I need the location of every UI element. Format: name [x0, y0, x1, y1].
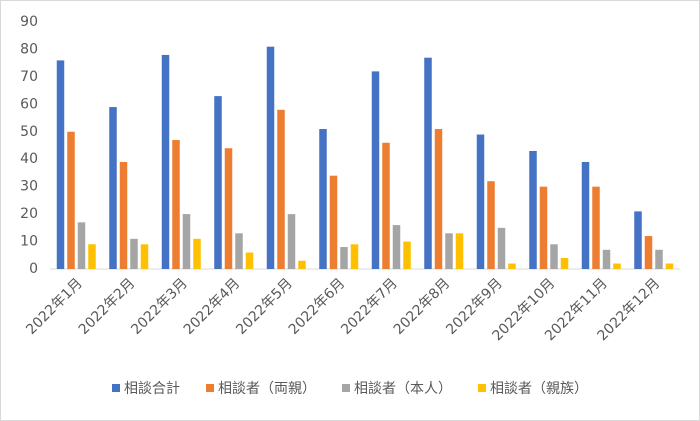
bar	[434, 129, 443, 269]
bar	[77, 222, 86, 269]
bar	[224, 148, 233, 269]
bar	[592, 186, 600, 269]
bar	[602, 249, 611, 269]
y-tick-label: 80	[20, 41, 38, 57]
legend-label: 相談者（親族）	[490, 381, 588, 397]
bar	[67, 131, 75, 269]
bar	[182, 214, 191, 269]
bar	[634, 211, 642, 269]
y-tick-label: 70	[20, 69, 38, 85]
bar	[497, 227, 506, 269]
bar	[487, 181, 495, 269]
bar	[235, 233, 243, 269]
bar	[119, 161, 128, 269]
y-tick-label: 20	[20, 206, 38, 222]
bar	[539, 186, 548, 269]
bar	[193, 238, 201, 269]
legend-marker	[478, 384, 486, 392]
y-tick-label: 0	[29, 261, 38, 277]
bar	[319, 129, 327, 269]
bar	[476, 134, 485, 269]
bar	[508, 263, 516, 269]
y-tick-label: 40	[20, 151, 38, 167]
bar	[550, 244, 558, 269]
legend-marker	[112, 384, 120, 392]
bar	[613, 263, 621, 269]
bar	[424, 57, 432, 269]
bar	[266, 46, 275, 270]
y-tick-label: 10	[20, 234, 38, 250]
y-tick-label: 60	[20, 96, 38, 112]
bar	[392, 225, 401, 269]
bar	[88, 244, 96, 269]
bar	[56, 60, 65, 269]
legend-label: 相談者（両親）	[218, 381, 316, 397]
bar	[329, 175, 338, 269]
y-tick-label: 50	[20, 124, 38, 140]
bar	[350, 244, 359, 269]
bar	[529, 150, 537, 269]
y-tick-label: 90	[20, 14, 38, 30]
legend-label: 相談合計	[124, 381, 180, 397]
bar	[644, 236, 653, 269]
y-tick-label: 30	[20, 179, 38, 195]
bar	[455, 233, 464, 269]
legend-marker	[206, 384, 214, 392]
bar	[655, 249, 663, 269]
bar	[172, 140, 180, 269]
bar	[245, 252, 254, 269]
bar	[445, 233, 453, 269]
bar	[161, 54, 170, 269]
bar	[581, 161, 590, 269]
bar	[130, 238, 138, 269]
bar	[371, 71, 380, 270]
bar	[140, 244, 149, 269]
bar	[277, 109, 285, 269]
legend-label: 相談者（本人）	[354, 381, 452, 397]
legend-marker	[342, 384, 350, 392]
bar	[109, 107, 117, 269]
bar	[382, 142, 390, 269]
bar	[298, 260, 306, 269]
bar	[560, 258, 569, 269]
bar	[287, 214, 296, 269]
bar	[214, 96, 222, 269]
bar	[340, 247, 348, 269]
bar	[403, 241, 411, 269]
bar	[665, 263, 674, 269]
